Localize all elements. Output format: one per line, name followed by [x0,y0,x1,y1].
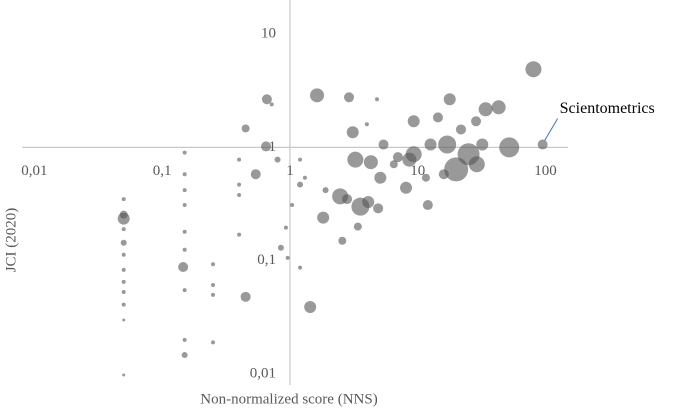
bubble [261,141,272,152]
bubble [182,288,187,293]
bubble [237,182,242,187]
bubble [261,94,272,105]
bubble [121,227,126,232]
bubble [455,124,466,135]
bubble [322,187,329,194]
bubble [317,211,330,224]
bubble [344,92,355,103]
bubble [297,181,304,188]
bubble [182,188,187,193]
annotation: Scientometrics [560,100,655,117]
bubble [432,112,443,123]
y-tick-label: 0,01 [250,365,276,381]
bubble [476,138,489,151]
bubble [525,61,542,78]
x-tick-label: 0,01 [21,163,47,179]
bubble [121,289,126,294]
bubble [304,301,317,314]
x-tick-label: 100 [534,163,557,179]
bubble [182,229,187,234]
bubble [283,225,288,230]
x-tick-label: 10 [410,163,425,179]
bubble [338,236,347,245]
bubble [182,247,187,252]
bubble [182,172,187,177]
bubble [310,88,325,103]
bubble [182,150,187,155]
bubble [491,100,506,115]
bubble [181,352,188,359]
bubble [211,283,216,288]
x-axis-title: Non-normalized score (NNS) [200,391,377,407]
bubble [211,292,216,297]
bubble [347,151,364,168]
y-axis-title: JCI (2020) [3,208,19,273]
bubble [444,157,469,182]
bubble [478,102,493,117]
y-tick-label: 10 [261,26,276,42]
bubble [363,155,378,170]
bubble [438,135,457,154]
bubble [421,173,430,182]
annotation-line [544,118,559,141]
bubble [424,138,437,151]
bubble [438,169,449,180]
bubble [364,122,369,127]
bubble [362,195,375,208]
bubble [274,156,281,163]
bubble [182,337,187,342]
bubble [121,302,126,307]
bubble [290,203,295,208]
bubble [285,255,290,260]
bubble [121,197,126,202]
bubble [298,265,303,270]
bubble [121,279,126,284]
bubble [471,116,482,127]
bubble [250,169,261,180]
bubble [211,340,216,345]
bubble [269,102,274,107]
bubble [374,97,379,102]
bubble [342,194,353,205]
bubble [122,373,126,377]
bubble [373,203,384,214]
bubble [237,193,242,198]
bubble [443,93,456,106]
bubble [240,291,251,302]
bubble [182,203,187,208]
bubble [237,157,242,162]
bubble [120,239,127,246]
bubble [407,115,420,128]
bubble [499,137,520,158]
bubble [346,126,359,139]
x-tick-label: 1 [286,163,294,179]
bubble [378,139,389,150]
bubble [302,175,307,180]
bubble [178,262,189,273]
bubble [468,156,485,173]
bubble [402,152,417,167]
bubble [422,200,433,211]
bubble [374,171,387,184]
bubble [237,232,242,237]
y-tick-label: 1 [268,139,276,155]
bubble [211,262,216,267]
bubble [121,267,126,272]
bubble [353,222,362,231]
bubble [392,152,403,163]
x-tick-label: 0,1 [153,163,172,179]
bubble [241,124,250,133]
bubble [400,181,413,194]
bubble [121,252,126,257]
y-tick-label: 0,1 [257,252,276,268]
bubble [122,318,126,322]
bubble [119,210,128,219]
bubble [537,139,548,150]
bubble [389,160,398,169]
bubble [277,244,284,251]
bubble [298,157,303,162]
